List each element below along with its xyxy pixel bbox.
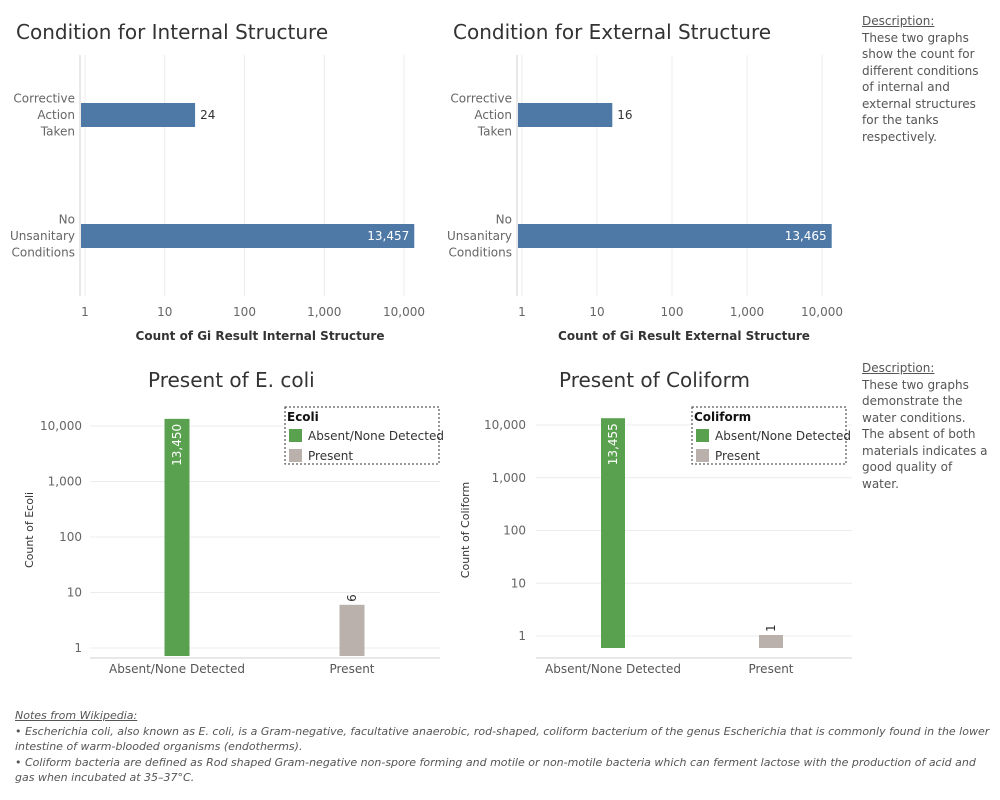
ecoli-y-axis-title: Count of Ecoli [23,492,36,568]
internal-x-tick-label: 10,000 [383,305,425,319]
external-x-tick-label: 1 [518,305,526,319]
coliform-y-tick-label: 1,000 [492,471,526,485]
internal-category-label: Corrective [13,92,75,106]
ecoli-bar [339,604,365,656]
coliform-y-tick-label: 1 [518,629,526,643]
ecoli-legend-label: Absent/None Detected [308,429,444,443]
external-category-label: Conditions [448,246,512,260]
external-category-label: Unsanitary [447,229,512,243]
coliform-bar [601,418,625,648]
coliform-category-label: Present [748,662,793,676]
external-x-tick-label: 10 [589,305,604,319]
internal-x-tick-label: 1,000 [307,305,341,319]
internal-x-axis-title: Count of Gi Result Internal Structure [136,329,385,343]
description-top: Description: These two graphs show the c… [862,13,982,145]
coliform-bar-label: 1 [764,624,778,632]
ecoli-y-tick-label: 10 [67,586,82,600]
coliform-legend-label: Present [715,449,760,463]
ecoli-category-label: Present [329,662,374,676]
coliform-legend-box [691,406,847,465]
ecoli-y-tick-label: 100 [59,530,82,544]
notes: Notes from Wikipedia: • Escherichia coli… [15,708,990,786]
notes-item-coliform: • Coliform bacteria are defined as Rod s… [15,755,976,785]
ecoli-legend-label: Present [308,449,353,463]
external-bar [518,224,832,248]
ecoli-legend-swatch [289,429,302,442]
coliform-y-tick-label: 10,000 [484,418,526,432]
coliform-y-tick-label: 10 [511,576,526,590]
internal-x-tick-label: 10 [157,305,172,319]
internal-category-label: Taken [40,125,75,139]
coliform-legend-swatch [696,429,709,442]
description-top-text: These two graphs show the count for diff… [862,30,979,144]
internal-category-label: Conditions [11,246,75,260]
notes-item-ecoli: • Escherichia coli, also known as E. col… [15,724,990,754]
external-x-tick-label: 100 [661,305,684,319]
description-bottom-text: These two graphs demonstrate the water c… [862,377,988,491]
coliform-bar-label: 13,455 [606,423,620,465]
ecoli-title: Present of E. coli [148,368,315,392]
ecoli-category-label: Absent/None Detected [109,662,245,676]
internal-category-label: No [59,213,75,227]
description-bottom-heading: Description: [862,361,935,375]
coliform-y-tick-label: 100 [503,524,526,538]
ecoli-legend-title: Ecoli [287,410,319,424]
coliform-bar [759,635,783,648]
external-x-tick-label: 1,000 [730,305,764,319]
notes-heading: Notes from Wikipedia: [15,709,138,722]
internal-bar [81,103,196,127]
coliform-y-axis-title: Count of Coliform [459,482,472,578]
ecoli-legend-box [284,406,440,465]
internal-x-tick-label: 1 [81,305,89,319]
ecoli-y-tick-label: 1 [74,641,82,655]
internal-structure-title: Condition for Internal Structure [16,20,329,44]
ecoli-bar-label: 6 [345,594,359,602]
internal-category-label: Action [37,108,75,122]
external-bar-label: 16 [617,108,632,122]
description-top-heading: Description: [862,14,935,28]
description-bottom: Description: These two graphs demonstrat… [862,360,990,492]
external-category-label: Taken [477,125,512,139]
ecoli-y-tick-label: 10,000 [40,419,82,433]
internal-x-tick-label: 100 [233,305,256,319]
internal-category-label: Unsanitary [10,229,75,243]
coliform-legend-swatch [696,449,709,462]
coliform-legend-title: Coliform [694,410,751,424]
coliform-category-label: Absent/None Detected [545,662,681,676]
external-x-tick-label: 10,000 [801,305,843,319]
internal-bar [81,224,415,248]
internal-bar-label: 13,457 [367,229,409,243]
coliform-legend-label: Absent/None Detected [715,429,851,443]
external-category-label: Action [474,108,512,122]
internal-bar-label: 24 [200,108,215,122]
ecoli-y-tick-label: 1,000 [48,475,82,489]
external-bar-label: 13,465 [785,229,827,243]
external-category-label: Corrective [450,92,512,106]
external-category-label: No [496,213,512,227]
external-structure-title: Condition for External Structure [453,20,772,44]
coliform-title: Present of Coliform [559,368,750,392]
external-bar [518,103,613,127]
ecoli-bar [164,418,190,656]
external-x-axis-title: Count of Gi Result External Structure [558,329,810,343]
ecoli-bar-label: 13,450 [170,424,184,466]
ecoli-legend-swatch [289,449,302,462]
